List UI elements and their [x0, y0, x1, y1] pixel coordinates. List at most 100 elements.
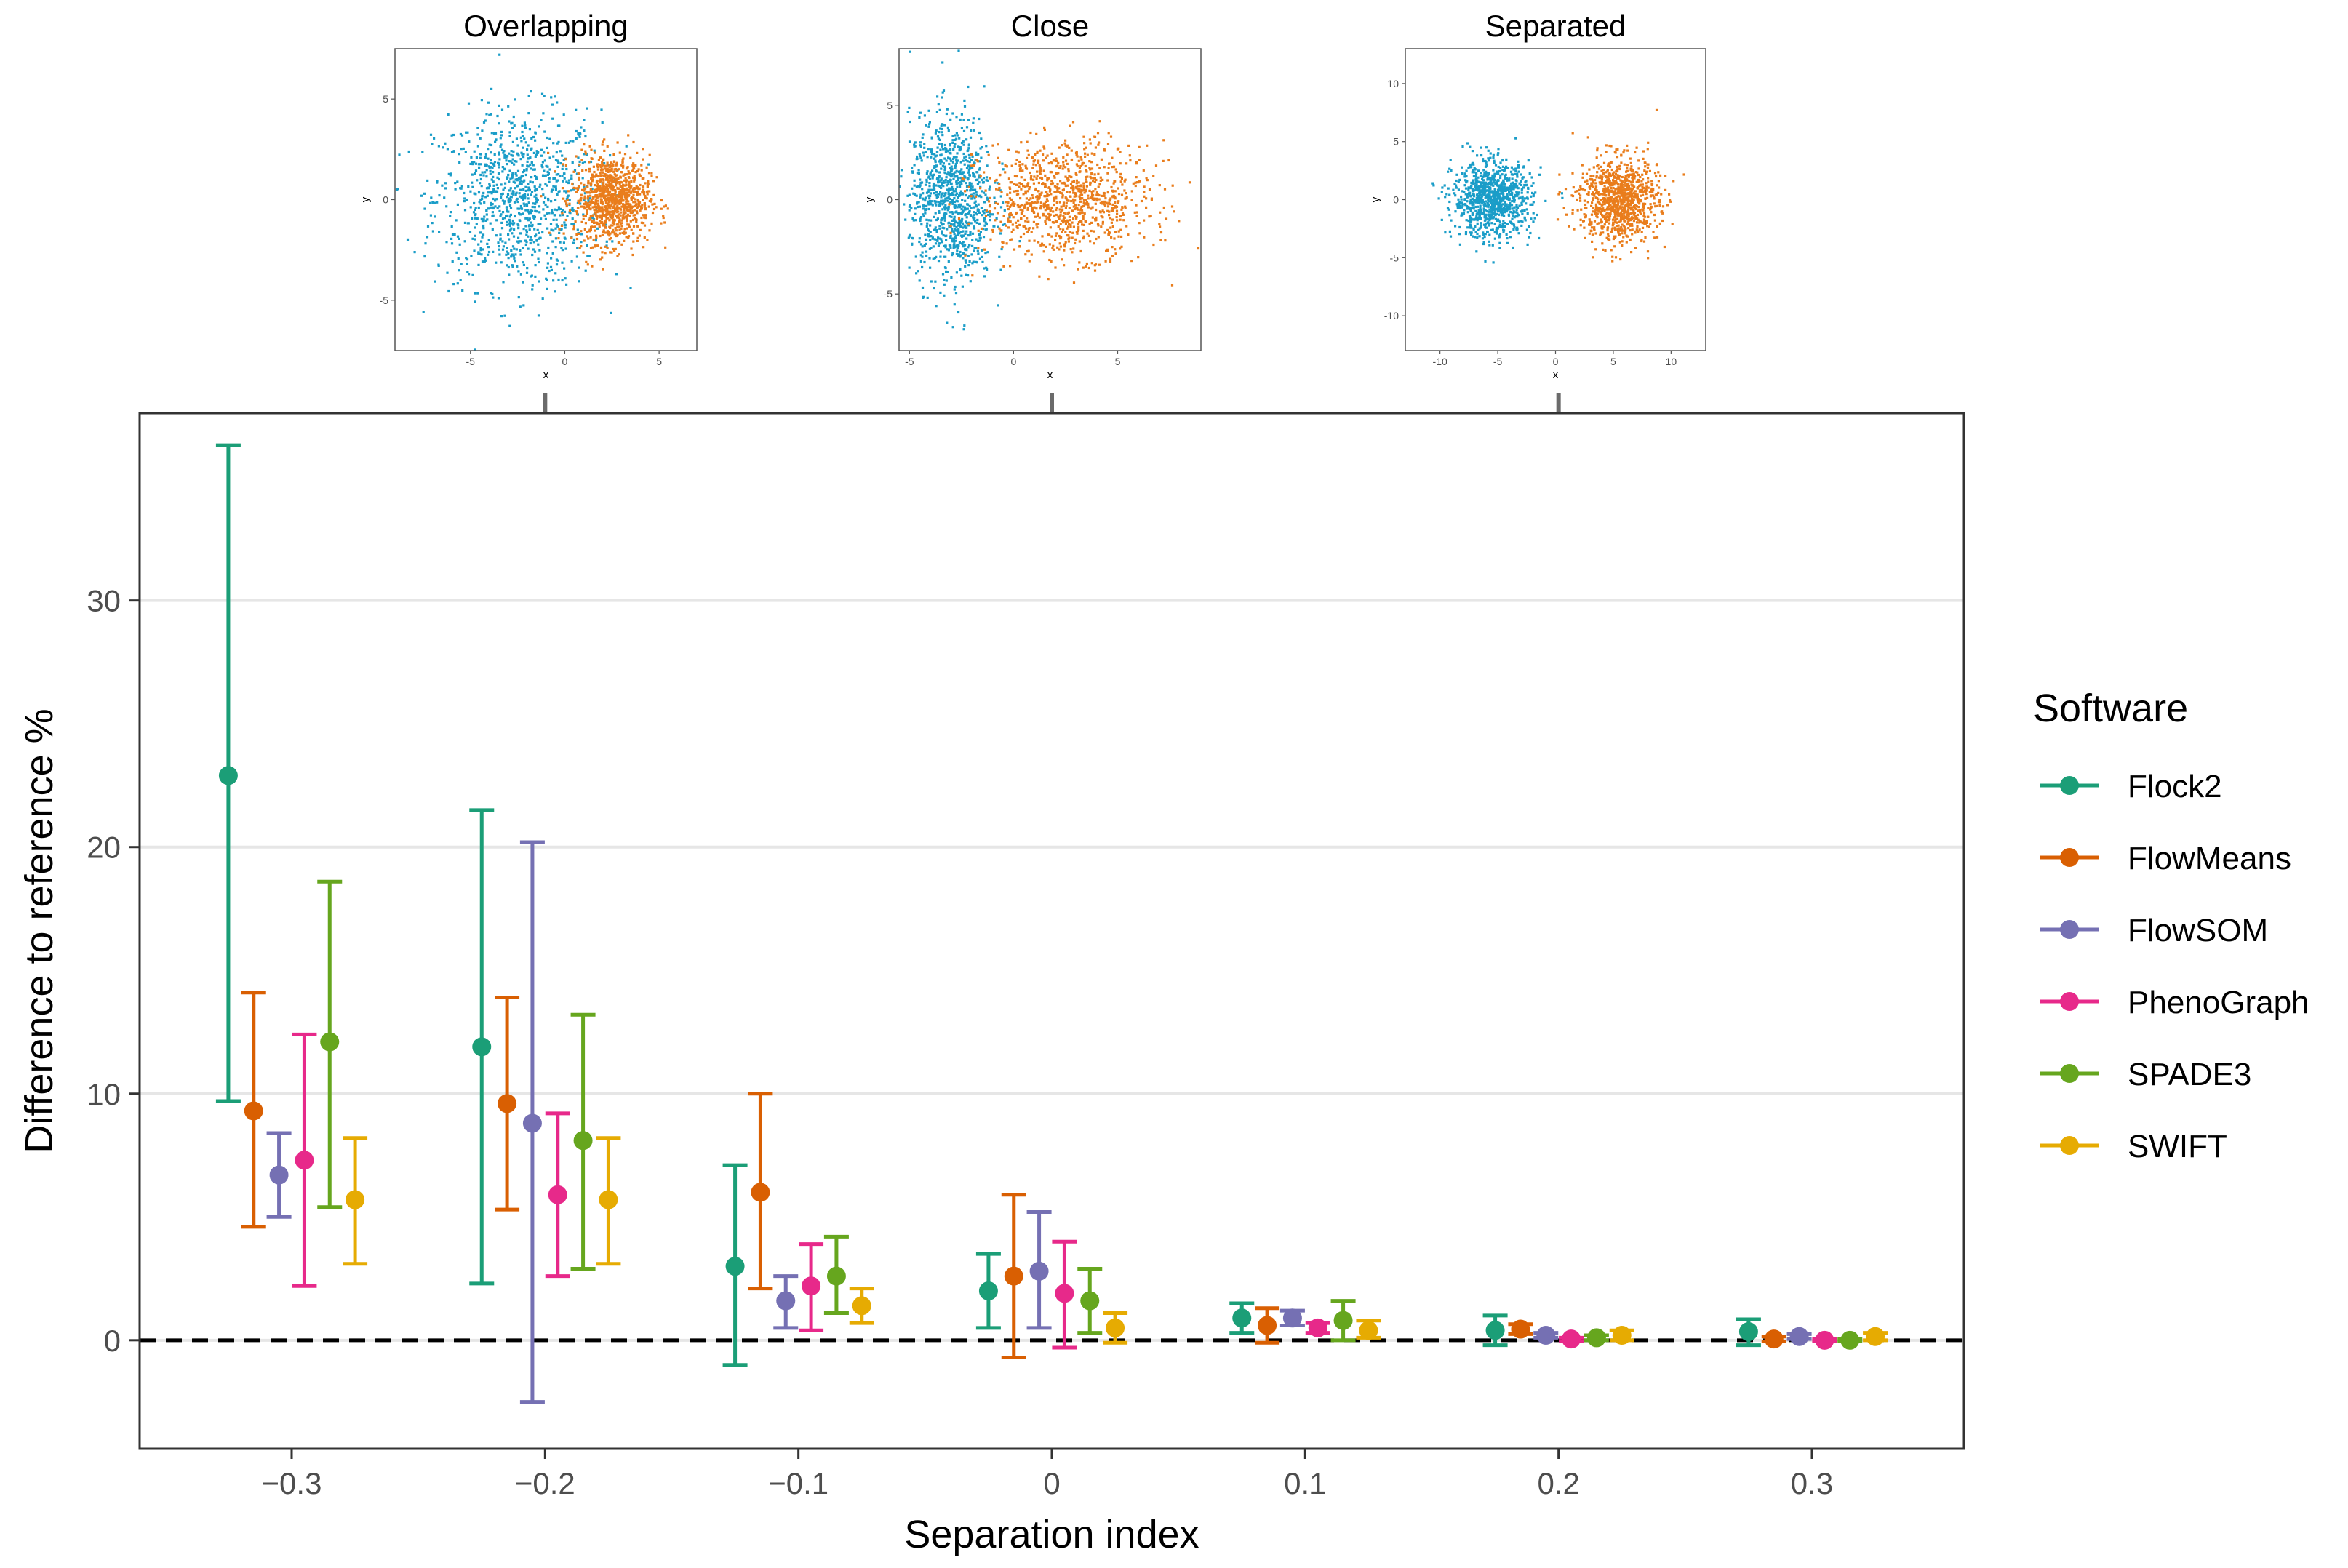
- data-point: [1106, 1318, 1125, 1337]
- legend-item-phenograph: PhenoGraph: [2040, 985, 2309, 1020]
- data-point: [1764, 1329, 1784, 1349]
- inset-x-tick-label: -5: [1493, 356, 1503, 367]
- data-point: [1232, 1308, 1252, 1328]
- inset-x-axis-label: x: [1553, 369, 1559, 381]
- data-point: [548, 1185, 567, 1204]
- inset-y-tick-label: -5: [1390, 252, 1399, 263]
- inset-y-axis-label: y: [863, 196, 876, 202]
- series-flowsom: [266, 840, 1812, 1404]
- data-point: [472, 1037, 492, 1057]
- legend-item-flock2: Flock2: [2040, 769, 2222, 804]
- data-point: [1815, 1330, 1834, 1350]
- inset-x-tick-label: 5: [1610, 356, 1616, 367]
- legend-label: Flock2: [2128, 769, 2222, 804]
- data-point: [1004, 1266, 1023, 1286]
- data-point: [573, 1131, 593, 1151]
- data-point: [1511, 1319, 1530, 1339]
- data-point: [1562, 1329, 1581, 1349]
- data-point: [269, 1165, 289, 1185]
- legend-key-point: [2060, 1136, 2079, 1155]
- inset-y-tick-label: -5: [884, 288, 893, 300]
- data-point: [1789, 1327, 1809, 1346]
- data-point: [751, 1183, 770, 1202]
- legend-item-spade3: SPADE3: [2040, 1057, 2251, 1092]
- legend-key-point: [2060, 992, 2079, 1011]
- legend-label: SPADE3: [2128, 1057, 2251, 1092]
- data-point: [522, 1113, 542, 1133]
- series-flowmeans: [241, 991, 1786, 1360]
- y-tick-label: 10: [87, 1077, 121, 1111]
- data-point: [498, 1094, 517, 1113]
- data-point: [852, 1296, 871, 1316]
- inset-x-tick-label: 10: [1666, 356, 1677, 367]
- legend-label: SWIFT: [2128, 1129, 2227, 1164]
- legend-item-flowsom: FlowSOM: [2040, 913, 2268, 948]
- inset-points: [898, 49, 1200, 331]
- inset-y-tick-label: 10: [1387, 78, 1399, 89]
- inset-background: [395, 49, 697, 351]
- data-point: [1359, 1321, 1378, 1340]
- legend-key-point: [2060, 920, 2079, 939]
- legend-item-flowmeans: FlowMeans: [2040, 841, 2291, 876]
- x-tick-label: 0: [1043, 1466, 1060, 1500]
- inset-overlapping: -5 0 5 -5 0 5 x y Overlapping: [359, 9, 698, 381]
- inset-x-axis-label: x: [1047, 369, 1053, 381]
- data-point: [599, 1190, 618, 1209]
- data-point: [1258, 1316, 1277, 1335]
- inset-x-tick-label: 5: [1115, 356, 1121, 367]
- y-tick-label: 20: [87, 831, 121, 865]
- legend-title: Software: [2033, 687, 2188, 730]
- x-tick-label: −0.1: [768, 1466, 828, 1500]
- x-tick-label: −0.2: [515, 1466, 575, 1500]
- inset-y-tick-label: 5: [887, 100, 893, 111]
- legend-item-swift: SWIFT: [2040, 1129, 2227, 1164]
- data-point: [725, 1257, 745, 1276]
- series-spade3: [317, 879, 1863, 1350]
- data-point: [1282, 1308, 1302, 1328]
- x-tick-label: 0.1: [1284, 1466, 1326, 1500]
- inset-y-axis-label: y: [359, 196, 372, 202]
- inset-close: -5 0 5 -5 0 5 x y Close: [863, 9, 1202, 381]
- legend-key-point: [2060, 848, 2079, 867]
- data-point: [320, 1032, 340, 1052]
- legend-key-point: [2060, 776, 2079, 795]
- data-point: [1029, 1261, 1049, 1281]
- series-swift: [343, 1136, 1888, 1346]
- inset-x-axis-label: x: [543, 369, 549, 381]
- inset-y-tick-label: -5: [380, 295, 389, 306]
- y-tick-label: 30: [87, 584, 121, 618]
- inset-y-tick-label: 5: [1393, 136, 1399, 148]
- plot-background: [140, 413, 1964, 1449]
- data-point: [776, 1291, 796, 1311]
- inset-y-tick-label: 0: [887, 194, 893, 206]
- x-tick-label: −0.3: [262, 1466, 322, 1500]
- data-point: [346, 1190, 365, 1209]
- data-point: [1840, 1330, 1860, 1350]
- inset-x-tick-label: 5: [656, 356, 662, 367]
- data-point: [295, 1151, 314, 1170]
- x-tick-label: 0.2: [1537, 1466, 1579, 1500]
- inset-title: Close: [1011, 9, 1089, 43]
- inset-title: Overlapping: [463, 9, 628, 43]
- inset-x-tick-label: 0: [1011, 356, 1017, 367]
- inset-title: Separated: [1485, 9, 1626, 43]
- main-chart: −0.3 −0.2 −0.1 0 0.1 0.2 0.3 0 10 20 30 Separation …: [17, 412, 1965, 1556]
- data-point: [218, 766, 238, 785]
- inset-x-tick-label: -5: [466, 356, 476, 367]
- data-point: [244, 1101, 263, 1121]
- inset-points: [395, 53, 669, 351]
- y-tick-label: 0: [104, 1324, 121, 1358]
- series-flock2: [215, 443, 1761, 1367]
- inset-y-axis-label: y: [1370, 196, 1382, 202]
- inset-y-tick-label: 0: [383, 194, 388, 206]
- legend-key-point: [2060, 1064, 2079, 1083]
- x-tick-label: 0.3: [1791, 1466, 1833, 1500]
- inset-x-tick-label: -5: [905, 356, 914, 367]
- inset-x-tick-label: 0: [1553, 356, 1559, 367]
- inset-x-tick-label: 0: [562, 356, 568, 367]
- legend-label: FlowSOM: [2128, 913, 2268, 948]
- legend: Software Flock2 FlowMeans FlowSOM PhenoGraph…: [2033, 687, 2309, 1164]
- x-axis-label: Separation index: [904, 1513, 1199, 1556]
